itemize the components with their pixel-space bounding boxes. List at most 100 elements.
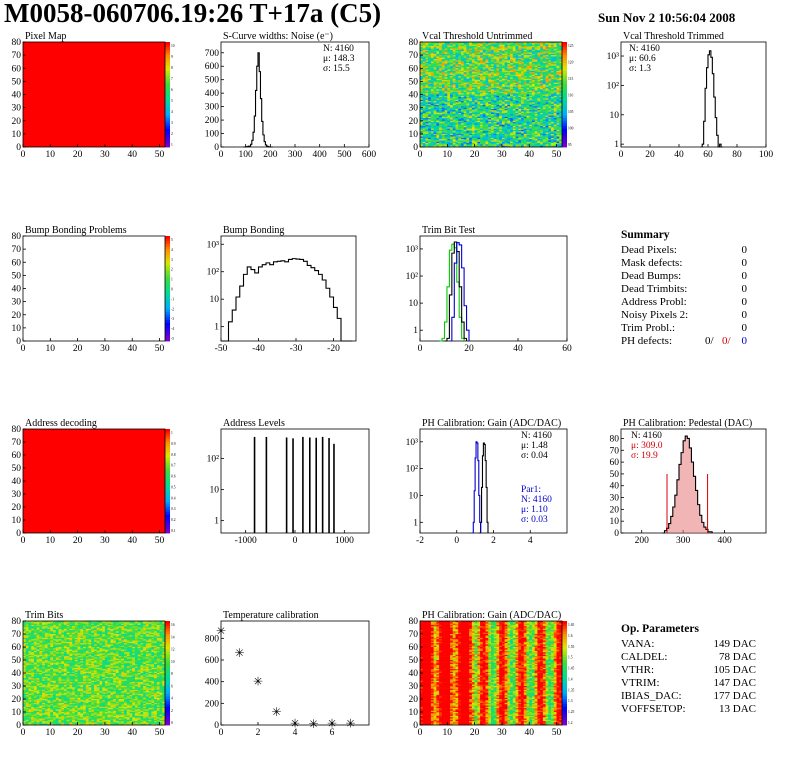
x-tick-label: 10	[46, 536, 56, 546]
heatmap-cell	[496, 116, 500, 119]
palette-swatch	[562, 97, 567, 101]
heatmap-cell	[482, 63, 486, 65]
heatmap-cell	[477, 44, 481, 47]
heatmap-cell	[420, 60, 424, 62]
heatmap-cell	[510, 106, 514, 108]
heatmap-cell	[422, 89, 426, 91]
heatmap-cell	[499, 107, 503, 110]
heatmap-cell	[496, 140, 500, 143]
palette-swatch	[165, 304, 170, 308]
heatmap-cell	[504, 132, 508, 135]
heatmap-cell	[474, 112, 478, 115]
heatmap-cell	[499, 60, 503, 62]
heatmap-cell	[441, 51, 445, 53]
heatmap-cell	[430, 51, 434, 53]
heatmap-cell	[460, 43, 464, 45]
heatmap-cell	[491, 106, 495, 108]
heatmap-cell	[441, 119, 445, 122]
x-tick-label: 30	[497, 150, 507, 160]
heatmap-cell	[447, 74, 451, 77]
heatmap-cell	[471, 48, 475, 51]
heatmap-cell	[501, 136, 505, 139]
heatmap-cell	[433, 73, 437, 76]
heatmap-cell	[493, 129, 497, 132]
heatmap-cell	[420, 139, 424, 141]
heatmap-cell	[469, 91, 473, 94]
fit-stats-entry: Par1:	[521, 485, 541, 495]
heatmap-cell	[447, 55, 451, 57]
heatmap-cell	[460, 108, 464, 111]
x-tick-label: 4	[528, 536, 533, 546]
heatmap-cell	[422, 74, 426, 77]
heatmap-cell	[447, 135, 451, 137]
heatmap-cell	[496, 115, 500, 118]
heatmap-cell	[422, 133, 426, 136]
heatmap-cell	[507, 118, 511, 120]
palette-swatch	[562, 141, 567, 145]
heatmap-cell	[469, 74, 473, 77]
heatmap-cell	[485, 42, 489, 44]
heatmap-cell	[430, 119, 434, 122]
heatmap-cell	[480, 72, 484, 74]
heatmap-cell	[450, 143, 454, 145]
heatmap-cell	[463, 68, 467, 70]
heatmap-cell	[477, 132, 481, 135]
heatmap-cell	[428, 91, 432, 94]
heatmap-cell	[474, 65, 478, 68]
heatmap-cell	[493, 118, 497, 120]
heatmap-cell	[463, 112, 467, 115]
heatmap-cell	[425, 66, 429, 69]
heatmap-cell	[460, 82, 464, 85]
heatmap-cell	[510, 86, 514, 89]
heatmap-cell	[433, 48, 437, 51]
heatmap-cell	[474, 128, 478, 131]
heatmap-cell	[469, 110, 473, 112]
heatmap-cell	[463, 48, 467, 51]
heatmap-cell	[420, 85, 424, 87]
heatmap-cell	[452, 60, 456, 62]
y-tick-label: 30	[12, 298, 22, 308]
heatmap-cell	[482, 81, 486, 83]
heatmap-cell	[460, 101, 464, 103]
heatmap-cell	[510, 77, 514, 80]
x-tick-label: 20	[73, 150, 83, 160]
heatmap-cell	[482, 80, 486, 82]
heatmap-cell	[485, 141, 489, 144]
heatmap-cell	[428, 44, 432, 47]
stats-entry: N: 4160	[629, 44, 660, 54]
heatmap-cell	[439, 87, 443, 90]
heatmap-cell	[433, 112, 437, 115]
heatmap-cell	[488, 102, 492, 104]
palette-swatch	[165, 312, 170, 316]
heatmap-cell	[499, 108, 503, 111]
palette-swatch	[165, 126, 170, 130]
heatmap-cell	[433, 135, 437, 137]
heatmap-cell	[493, 52, 497, 55]
heatmap-cell	[496, 136, 500, 139]
heatmap-cell	[455, 118, 459, 120]
palette-tick-label: 100	[568, 127, 574, 131]
heatmap-cell	[441, 140, 445, 143]
heatmap-cell	[477, 59, 481, 61]
heatmap-cell	[488, 66, 492, 69]
heatmap-cell	[477, 118, 481, 120]
heatmap-cell	[480, 124, 484, 127]
heatmap-cell	[436, 72, 440, 74]
heatmap-cell	[422, 69, 426, 72]
heatmap-cell	[477, 135, 481, 137]
heatmap-cell	[452, 122, 456, 124]
heatmap-cell	[452, 143, 456, 145]
heatmap-cell	[463, 90, 467, 93]
heatmap-cell	[428, 63, 432, 65]
heatmap-cell	[485, 98, 489, 101]
heatmap-cell	[455, 64, 459, 66]
y-tick-label: 10	[409, 299, 419, 309]
heatmap-cell	[469, 84, 473, 86]
heatmap-cell	[433, 140, 437, 143]
heatmap-cell	[469, 111, 473, 114]
heatmap-cell	[469, 124, 473, 127]
heatmap-cell	[496, 128, 500, 131]
heatmap-cell	[439, 69, 443, 72]
heatmap-cell	[491, 42, 495, 44]
heatmap-cell	[444, 55, 448, 57]
